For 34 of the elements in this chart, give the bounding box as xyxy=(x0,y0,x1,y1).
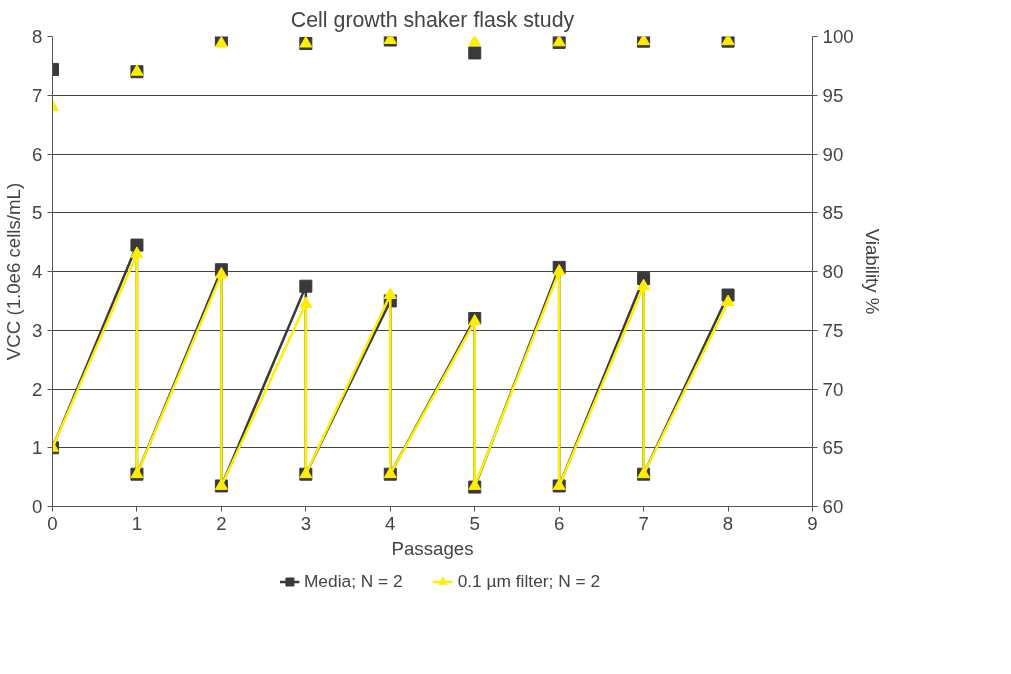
y2-tick-label: 100 xyxy=(822,26,854,47)
x-tick-label: 3 xyxy=(300,512,312,534)
y-tick-label: 6 xyxy=(32,143,43,165)
x-tick-label: 5 xyxy=(469,512,480,534)
y-tick-label: 4 xyxy=(32,261,43,282)
y2-tick-label: 90 xyxy=(822,143,844,165)
y-tick-label: 2 xyxy=(32,378,43,400)
legend-label: Media; N = 2 xyxy=(303,570,403,592)
x-tick-label: 4 xyxy=(385,512,396,534)
y-tick-label: 5 xyxy=(32,202,43,224)
y2-tick-label: 85 xyxy=(822,202,844,224)
y-tick-label: 3 xyxy=(32,319,43,341)
chart-title: Cell growth shaker flask study xyxy=(290,7,575,32)
x-tick-label: 6 xyxy=(553,512,565,534)
x-tick-label: 8 xyxy=(722,512,734,534)
x-axis-title: Passages xyxy=(391,537,474,559)
y2-tick-label: 60 xyxy=(822,496,844,517)
y-tick-label: 7 xyxy=(32,84,43,106)
y-tick-label: 8 xyxy=(32,26,43,47)
x-tick-label: 1 xyxy=(131,512,143,534)
y2-tick-label: 75 xyxy=(822,319,844,341)
y2-tick-label: 70 xyxy=(822,378,844,400)
y2-tick-label: 95 xyxy=(822,84,844,106)
y-tick-label: 1 xyxy=(32,437,43,459)
y2-axis-title: Viability % xyxy=(861,228,883,315)
y-tick-label: 0 xyxy=(32,496,43,517)
x-tick-label: 9 xyxy=(807,512,818,534)
y-axis-title: VCC (1.0e6 cells/mL) xyxy=(3,182,25,361)
x-tick-label: 0 xyxy=(47,512,58,534)
x-tick-label: 2 xyxy=(216,512,227,534)
y2-tick-label: 80 xyxy=(822,261,844,282)
y2-tick-label: 65 xyxy=(822,437,844,459)
x-tick-label: 7 xyxy=(638,512,649,534)
legend-label: 0.1 µm filter; N = 2 xyxy=(457,570,601,592)
